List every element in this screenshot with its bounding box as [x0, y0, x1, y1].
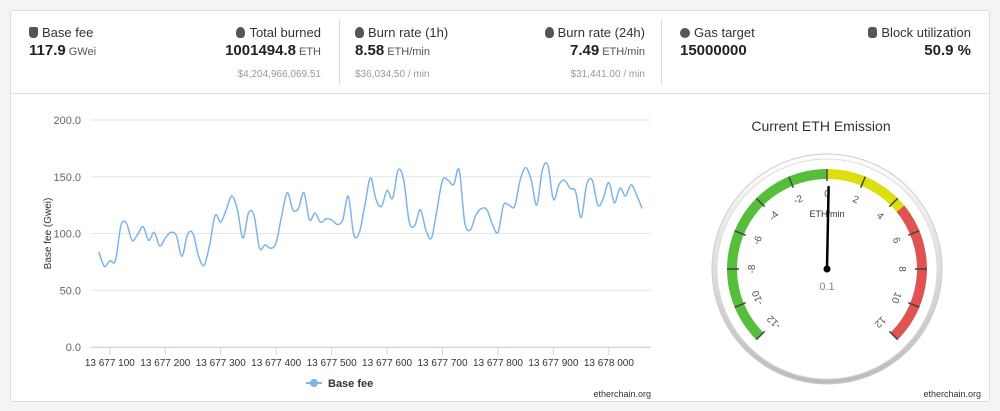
stat-label-text: Total burned	[249, 25, 321, 40]
gauge-tick-label: 8	[896, 266, 907, 272]
gauge-tick	[908, 230, 920, 237]
stat-number: 1001494.8	[225, 42, 296, 59]
stat: Gas target 15000000	[680, 25, 755, 59]
stat-value: 1001494.8 ETH	[225, 42, 321, 59]
stat-value: 117.9 GWei	[29, 42, 96, 59]
legend-marker	[310, 379, 318, 387]
line-series	[98, 162, 643, 268]
x-tick-label: 13 677 400	[251, 358, 301, 369]
gauge-tick-label: -8	[747, 264, 758, 273]
stats-bar: Base fee 117.9 GWei Total burned 1001494.…	[11, 11, 989, 94]
gauge-title: Current ETH Emission	[751, 118, 890, 134]
x-tick-label: 13 677 800	[473, 358, 523, 369]
credit: etherchain.org	[593, 389, 651, 399]
divider	[661, 19, 662, 85]
stat-label-text: Block utilization	[881, 25, 971, 40]
gauge-pivot	[823, 265, 831, 273]
stat: Burn rate (24h) 7.49 ETH/min $31,441.00 /…	[544, 25, 646, 80]
stat-label: Base fee	[29, 25, 96, 40]
gauge-tick-label: 10	[888, 290, 903, 305]
x-tick-label: 13 677 200	[140, 358, 190, 369]
stat-unit: ETH	[299, 46, 321, 58]
gauge-tick	[755, 197, 766, 208]
stat-label: Block utilization	[868, 25, 971, 40]
stat-sub: $36,034.50 / min	[355, 69, 430, 80]
gauge-tick	[908, 301, 920, 308]
stat-label: Total burned	[225, 25, 321, 40]
stat-label: Burn rate (1h)	[355, 25, 448, 40]
gauge-tick	[859, 176, 866, 188]
gauge-tick	[888, 197, 899, 208]
stat-number: 8.58	[355, 42, 385, 59]
stat-unit: GWei	[68, 46, 97, 58]
x-tick-label: 13 677 700	[417, 358, 467, 369]
gauge-chart: Current ETH Emission-12-10-8-6-4-2 0 24681…	[711, 118, 981, 399]
stat: Total burned 1001494.8 ETH $4,204,966,069…	[225, 25, 321, 80]
stat-label-text: Burn rate (24h)	[557, 25, 645, 40]
gauge-band	[727, 169, 827, 340]
stat-sub: $31,441.00 / min	[570, 69, 646, 80]
stat-label: Gas target	[680, 25, 755, 40]
stat-label-text: Burn rate (1h)	[368, 25, 449, 40]
stat-value: 8.58 ETH/min	[355, 42, 448, 59]
x-tick-label: 13 677 100	[85, 358, 135, 369]
gauge-tick-label: 6	[890, 236, 902, 246]
y-tick-label: 200.0	[53, 115, 81, 127]
gauge-value: 0.1	[819, 281, 834, 293]
line-chart: 0.0 50.0 100.0 150.0 200.0 13 677 100 13 677 2…	[43, 115, 651, 399]
stat-number: 15000000	[680, 42, 747, 59]
gauge-tick	[734, 301, 746, 308]
x-tick-label: 13 677 300	[196, 358, 246, 369]
stat-value: 7.49 ETH/min	[545, 42, 645, 59]
gauge-tick	[788, 176, 795, 188]
stat-label: Burn rate (24h)	[544, 25, 645, 40]
stat-value: 50.9 %	[868, 42, 971, 59]
stat: Burn rate (1h) 8.58 ETH/min $36,034.50 / …	[355, 25, 448, 80]
stat-label-text: Base fee	[42, 25, 94, 40]
gauge-tick-label: 2	[851, 194, 861, 206]
gauge-tick	[755, 330, 766, 341]
stat: Base fee 117.9 GWei	[29, 25, 96, 59]
x-tick-label: 13 677 500	[307, 358, 357, 369]
gauge-band	[827, 169, 905, 212]
gauge-tick-label: -10	[750, 288, 766, 306]
legend-label: Base fee	[328, 378, 373, 390]
stat-number: 7.49	[570, 42, 600, 59]
x-tick-label: 13 677 600	[362, 358, 412, 369]
credit: etherchain.org	[923, 389, 981, 399]
y-tick-label: 50.0	[60, 285, 81, 297]
gauge-needle	[825, 185, 830, 271]
stat-number: 117.9	[29, 42, 66, 59]
stat-unit: ETH/min	[602, 46, 645, 58]
x-tick-label: 13 678 000	[584, 358, 634, 369]
gauge-tick	[734, 230, 746, 237]
divider	[339, 19, 340, 85]
x-tick-label: 13 677 900	[528, 358, 578, 369]
stat-sub: $4,204,966,069.51	[237, 69, 321, 80]
y-tick-label: 100.0	[53, 229, 81, 241]
stat-unit: ETH/min	[387, 46, 430, 58]
y-tick-label: 150.0	[53, 172, 81, 184]
y-axis-label: Base fee (Gwei)	[43, 198, 54, 270]
dashboard-card: Base fee 117.9 GWei Total burned 1001494.…	[10, 10, 990, 402]
stat-label-text: Gas target	[694, 25, 755, 40]
y-tick-label: 0.0	[66, 342, 81, 354]
stat: Block utilization 50.9 %	[868, 25, 971, 59]
stat-number: 50.9 %	[924, 42, 971, 59]
stat-value: 15000000	[680, 42, 755, 59]
gauge-tick	[888, 330, 899, 341]
